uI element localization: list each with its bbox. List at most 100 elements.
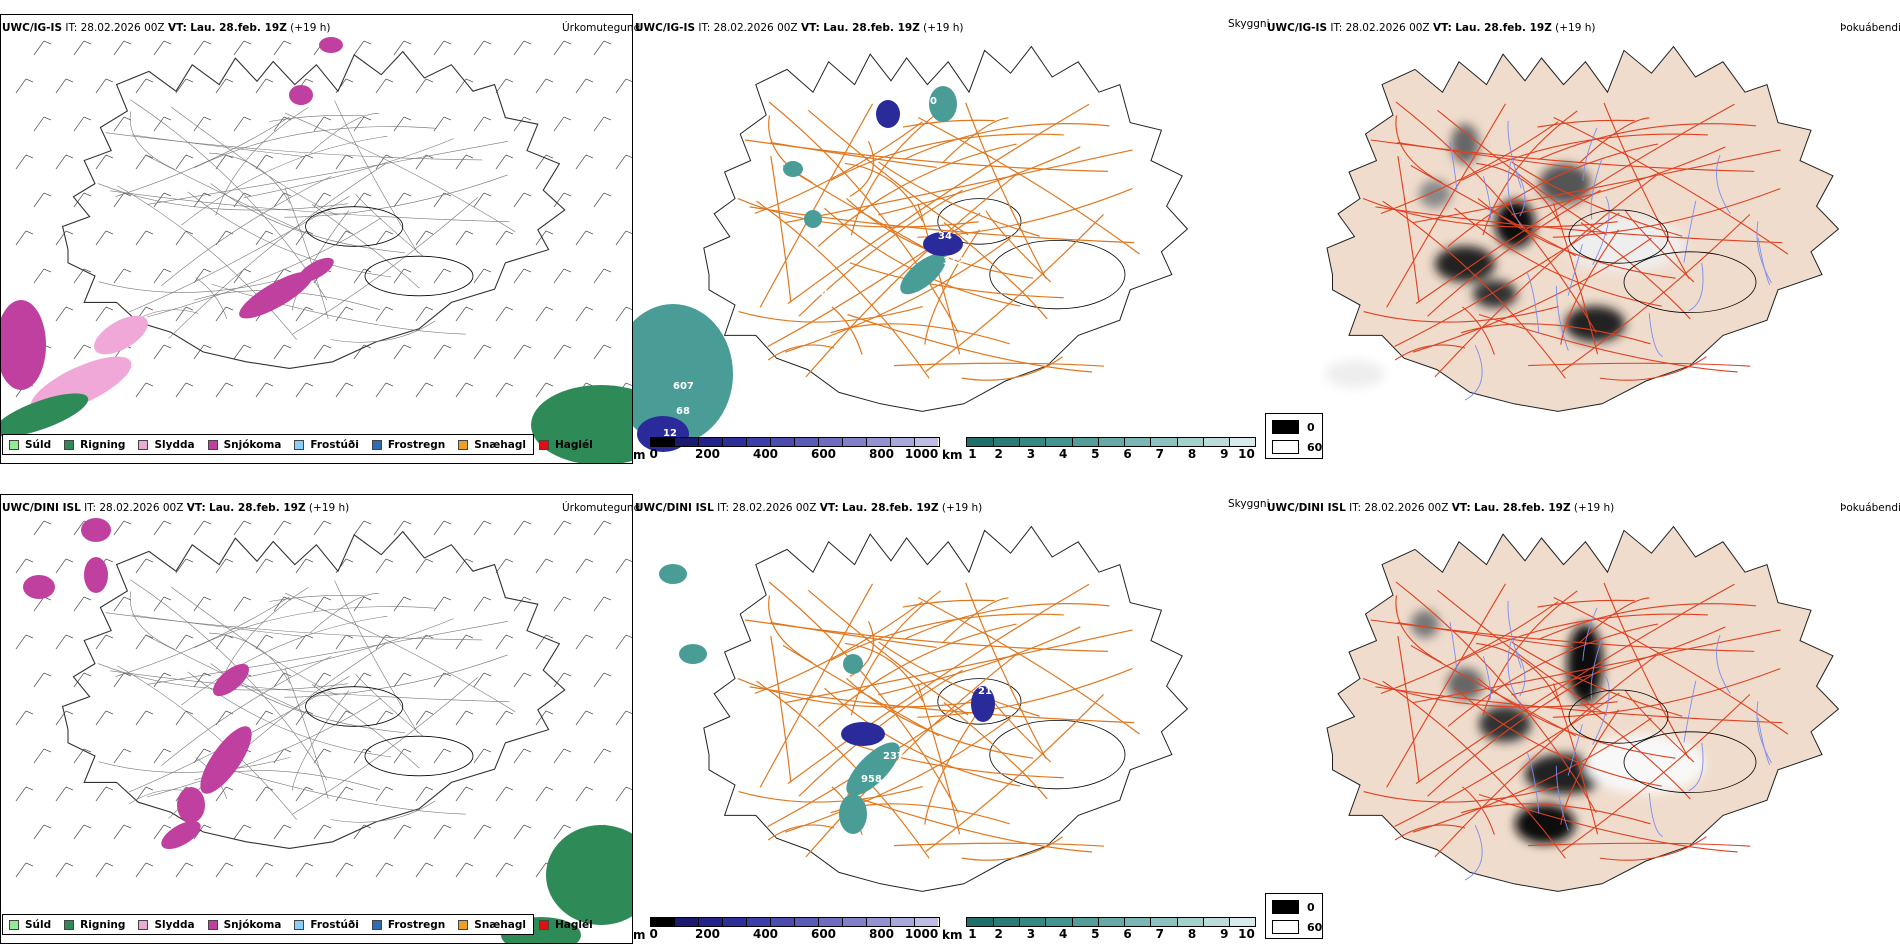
rain-area [1, 393, 89, 437]
wind-barb [375, 230, 394, 246]
legend-item-haglél: Haglél [538, 439, 593, 451]
road [1580, 222, 1691, 320]
wind-barb [15, 558, 34, 574]
wind-barb [193, 520, 212, 536]
wind-barb [95, 634, 114, 650]
colorbar-segment [746, 438, 771, 446]
init-time: 28.02.2026 00Z [713, 22, 798, 34]
road [1603, 582, 1690, 759]
wind-barb [313, 672, 332, 688]
wind-barb [313, 596, 332, 612]
vt-label: VT: [167, 22, 187, 34]
wind-barb [313, 824, 332, 840]
fog-patch [1565, 306, 1625, 342]
fog-legend-swatch [1272, 900, 1299, 914]
cloud-map-panel-bottom [1265, 514, 1900, 944]
colorbar-segment [1230, 438, 1256, 446]
road [965, 102, 1047, 279]
wind-barb [113, 40, 132, 56]
snow-area [212, 663, 250, 697]
legend-swatch [294, 439, 305, 450]
road [1624, 690, 1695, 763]
init-time: 28.02.2026 00Z [1364, 502, 1449, 514]
wind-barb [415, 382, 434, 398]
wind-barb [513, 748, 532, 764]
legend-item-snjókoma: Snjókoma [207, 439, 281, 451]
colorbar-tick-label: 1000 [904, 927, 939, 941]
wind-barb [513, 192, 532, 208]
wind-barb [615, 154, 632, 170]
road [168, 643, 386, 819]
wind-barb [95, 786, 114, 802]
lead-time: (+19 h) [1573, 502, 1615, 514]
wind-barb [255, 634, 274, 650]
wind-barb [553, 824, 572, 840]
init-time: 28.02.2026 00Z [732, 502, 817, 514]
legend-item-snæhagl: Snæhagl [458, 919, 526, 931]
valid-time: Lau. 28.feb. 19Z [190, 22, 287, 34]
road [770, 635, 792, 783]
wind-barb [593, 268, 612, 284]
low-visibility-area [843, 654, 863, 674]
wind-barb [593, 748, 612, 764]
wind-barb [415, 786, 434, 802]
wind-barb [335, 306, 354, 322]
road [330, 320, 436, 343]
road [1447, 143, 1658, 247]
road [737, 677, 979, 708]
colorbar-segment [722, 918, 747, 926]
river [1716, 154, 1731, 215]
fog-patch [1539, 164, 1591, 204]
wind-barb [193, 116, 212, 132]
road [194, 126, 437, 169]
road [768, 595, 813, 664]
wind-barb [113, 824, 132, 840]
legend-label: Snjókoma [223, 918, 282, 931]
wind-barb [193, 596, 212, 612]
it-label: IT: [1330, 22, 1343, 34]
lead-time: (+19 h) [1555, 22, 1596, 34]
visibility-map-panel-top: 30 34 312 48 607 21 68 12 [633, 34, 1265, 464]
lead-time: (+19 h) [923, 22, 964, 34]
wind-barb [255, 558, 274, 574]
colorbar-labels: 1 2 3 4 5 6 7 8 9 10 [966, 447, 1256, 461]
wind-barb [33, 596, 52, 612]
road [161, 656, 332, 767]
fog-legend-label: 0 [1307, 420, 1315, 434]
colorbar-segment [1046, 438, 1073, 446]
wind-barb [313, 192, 332, 208]
colorbar-body: 0 200 400 600 800 1000 [649, 437, 940, 461]
fog-patch [1451, 124, 1479, 164]
colorbar-segment [993, 438, 1021, 446]
wind-barb [55, 154, 74, 170]
road [1462, 306, 1495, 355]
road [1362, 678, 1618, 708]
fog-legend-row: 0 [1272, 900, 1315, 914]
colorbar-segment [746, 918, 771, 926]
road [110, 190, 510, 223]
road [737, 197, 979, 228]
road [924, 709, 980, 825]
river [1683, 200, 1697, 263]
wind-barb [113, 672, 132, 688]
low-visibility-area [929, 86, 957, 122]
road [310, 593, 380, 633]
wind-barb [95, 862, 114, 878]
wind-barb [95, 154, 114, 170]
colorbar-tick-label: 10 [1238, 927, 1255, 941]
vt-label: VT: [1451, 502, 1471, 514]
legend-swatch [64, 919, 75, 930]
road [1386, 103, 1506, 308]
road [1394, 824, 1466, 841]
road [1375, 686, 1783, 724]
colorbar-segment [722, 438, 747, 446]
wind-barb [415, 78, 434, 94]
wind-barb [353, 116, 372, 132]
wind-barb [233, 596, 252, 612]
road [943, 222, 1048, 320]
road [1511, 641, 1683, 717]
road [1552, 203, 1599, 355]
wind-barb [473, 344, 492, 360]
legend-swatch [207, 439, 218, 450]
model-name: UWC/DINI ISL [1267, 502, 1346, 514]
